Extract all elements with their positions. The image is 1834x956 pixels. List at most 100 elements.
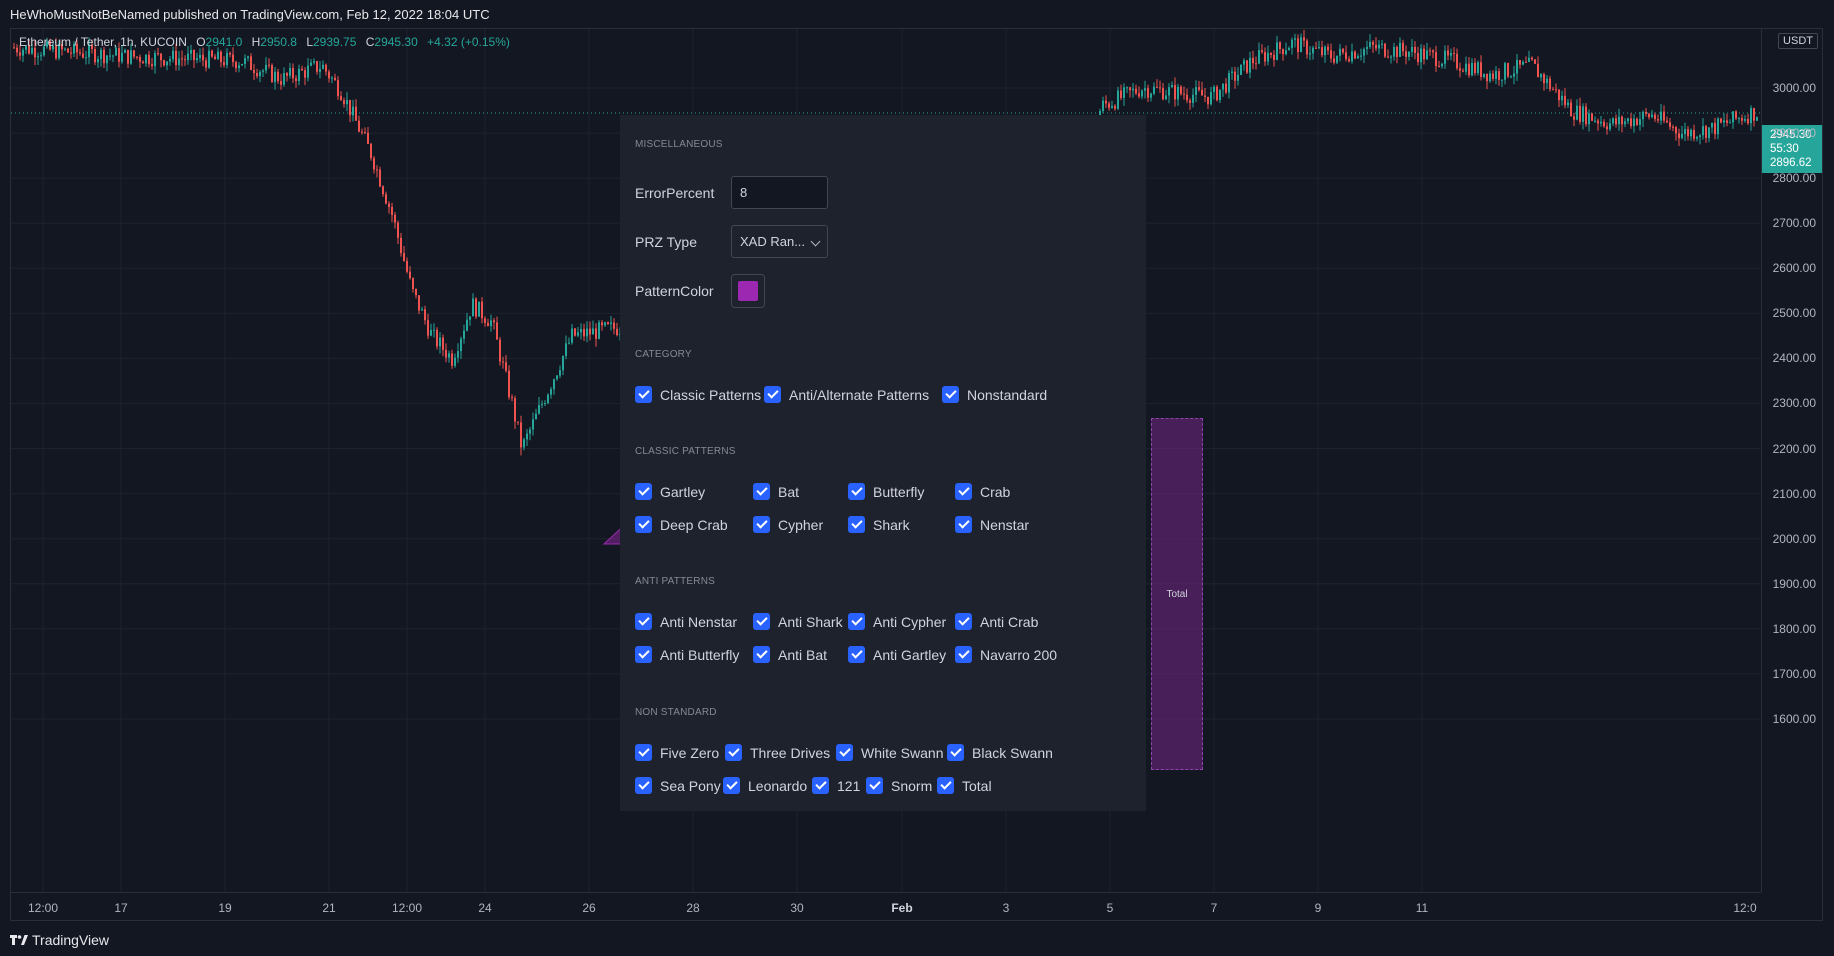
candle-body — [1747, 118, 1749, 124]
candle-body — [1543, 74, 1545, 84]
candle-body — [202, 54, 204, 61]
checkbox-checked-icon[interactable] — [848, 646, 865, 663]
pattern-color-picker[interactable] — [731, 274, 765, 308]
candle-body — [1102, 100, 1104, 112]
checkbox-nenstar[interactable]: Nenstar — [955, 516, 1029, 533]
checkbox-deep-crab[interactable]: Deep Crab — [635, 516, 728, 533]
candle-body — [115, 48, 117, 56]
checkbox-anti-bat[interactable]: Anti Bat — [753, 646, 827, 663]
checkbox-total[interactable]: Total — [937, 777, 992, 794]
checkbox-checked-icon[interactable] — [635, 613, 652, 630]
prz-type-select[interactable]: XAD Ran... — [731, 225, 828, 258]
checkbox-checked-icon[interactable] — [836, 744, 853, 761]
checkbox-leonardo[interactable]: Leonardo — [723, 777, 807, 794]
checkbox-checked-icon[interactable] — [723, 777, 740, 794]
checkbox-checked-icon[interactable] — [848, 516, 865, 533]
checkbox-navarro-200[interactable]: Navarro 200 — [955, 646, 1057, 663]
checkbox-checked-icon[interactable] — [635, 744, 652, 761]
checkbox-crab[interactable]: Crab — [955, 483, 1010, 500]
candle-body — [1729, 122, 1731, 124]
checkbox-black-swann[interactable]: Black Swann — [947, 744, 1053, 761]
time-tick-label: 12:00 — [27, 901, 59, 915]
checkbox-cypher[interactable]: Cypher — [753, 516, 823, 533]
checkbox-checked-icon[interactable] — [635, 646, 652, 663]
checkbox-checked-icon[interactable] — [955, 646, 972, 663]
price-tick-label: 2600.00 — [1772, 261, 1816, 276]
checkbox-white-swann[interactable]: White Swann — [836, 744, 943, 761]
checkbox-checked-icon[interactable] — [725, 744, 742, 761]
checkbox-checked-icon[interactable] — [955, 613, 972, 630]
time-axis[interactable]: 12:00 17 19 21 12:00 24 26 28 30 Feb 3 5 7 9 11 12:0 — [11, 892, 1761, 920]
price-tick-label: 1900.00 — [1772, 576, 1816, 591]
candle-body — [490, 320, 492, 327]
candle-body — [436, 329, 438, 347]
checkbox-checked-icon[interactable] — [635, 516, 652, 533]
currency-label[interactable]: USDT — [1778, 33, 1818, 49]
checkbox-gartley[interactable]: Gartley — [635, 483, 705, 500]
checkbox-checked-icon[interactable] — [635, 777, 652, 794]
checkbox-five-zero[interactable]: Five Zero — [635, 744, 719, 761]
candle-body — [181, 58, 183, 60]
checkbox-label: Classic Patterns — [660, 386, 762, 403]
checkbox-three-drives[interactable]: Three Drives — [725, 744, 830, 761]
checkbox-checked-icon[interactable] — [866, 777, 883, 794]
checkbox-anti-shark[interactable]: Anti Shark — [753, 613, 843, 630]
candle-body — [1369, 41, 1371, 47]
price-tick-label: 2900.00 — [1772, 126, 1816, 141]
checkbox-checked-icon[interactable] — [635, 483, 652, 500]
checkbox-sea-pony[interactable]: Sea Pony — [635, 777, 721, 794]
candle-body — [145, 54, 147, 64]
tradingview-logo[interactable]: TradingView — [10, 932, 109, 948]
error-percent-input[interactable]: 8 — [731, 176, 828, 209]
checkbox-classic-patterns[interactable]: Classic Patterns — [635, 386, 761, 403]
checkbox-anti-cypher[interactable]: Anti Cypher — [848, 613, 946, 630]
checkbox-butterfly[interactable]: Butterfly — [848, 483, 924, 500]
candle-body — [1732, 111, 1734, 123]
checkbox-anti-crab[interactable]: Anti Crab — [955, 613, 1038, 630]
candle-body — [1417, 52, 1419, 63]
candle-body — [1633, 118, 1635, 127]
candle-body — [88, 44, 90, 58]
symbol-name[interactable]: Ethereum / Tether, 1h, KUCOIN — [19, 35, 187, 49]
candle-body — [1432, 50, 1434, 53]
checkbox-checked-icon[interactable] — [753, 483, 770, 500]
checkbox-checked-icon[interactable] — [947, 744, 964, 761]
candle-body — [1738, 118, 1740, 120]
checkbox-checked-icon[interactable] — [753, 516, 770, 533]
candle-body — [301, 68, 303, 71]
checkbox-checked-icon[interactable] — [955, 516, 972, 533]
checkbox-checked-icon[interactable] — [942, 386, 959, 403]
candle-body — [1498, 71, 1500, 80]
candle-body — [217, 51, 219, 60]
checkbox-checked-icon[interactable] — [812, 777, 829, 794]
checkbox-label: Gartley — [660, 483, 706, 500]
checkbox-anti-alternate-patterns[interactable]: Anti/Alternate Patterns — [764, 386, 929, 403]
checkbox-checked-icon[interactable] — [955, 483, 972, 500]
candle-body — [454, 357, 456, 366]
checkbox-121[interactable]: 121 — [812, 777, 860, 794]
checkbox-checked-icon[interactable] — [635, 386, 652, 403]
checkbox-nonstandard[interactable]: Nonstandard — [942, 386, 1047, 403]
candle-body — [226, 52, 228, 66]
checkbox-shark[interactable]: Shark — [848, 516, 910, 533]
checkbox-checked-icon[interactable] — [937, 777, 954, 794]
checkbox-checked-icon[interactable] — [848, 483, 865, 500]
checkbox-snorm[interactable]: Snorm — [866, 777, 932, 794]
candle-body — [1390, 56, 1392, 58]
checkbox-checked-icon[interactable] — [753, 613, 770, 630]
checkbox-anti-butterfly[interactable]: Anti Butterfly — [635, 646, 739, 663]
checkbox-checked-icon[interactable] — [764, 386, 781, 403]
checkbox-anti-nenstar[interactable]: Anti Nenstar — [635, 613, 737, 630]
checkbox-anti-gartley[interactable]: Anti Gartley — [848, 646, 946, 663]
time-tick-label: 12:0 — [1733, 901, 1757, 915]
tradingview-logo-icon — [10, 935, 28, 945]
candle-body — [319, 68, 321, 72]
checkbox-checked-icon[interactable] — [848, 613, 865, 630]
checkbox-bat[interactable]: Bat — [753, 483, 799, 500]
price-axis[interactable]: USDT 2945.30 55:30 2896.62 3000.00 2900.0… — [1761, 29, 1822, 892]
checkbox-checked-icon[interactable] — [753, 646, 770, 663]
candle-body — [1126, 87, 1128, 89]
checkbox-label: Bat — [778, 483, 800, 500]
symbol-legend[interactable]: Ethereum / Tether, 1h, KUCOIN O2941.0 H2… — [19, 35, 510, 49]
candle-body — [1288, 47, 1290, 51]
